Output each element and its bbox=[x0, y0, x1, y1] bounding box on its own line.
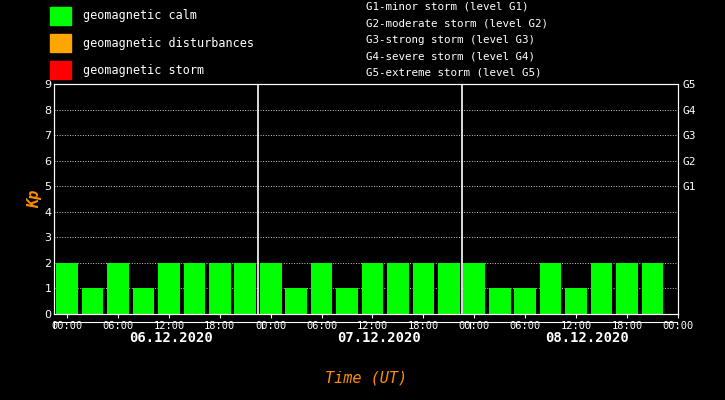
Bar bbox=[489, 288, 510, 314]
Bar bbox=[438, 263, 460, 314]
Bar bbox=[387, 263, 409, 314]
Bar bbox=[82, 288, 104, 314]
Bar bbox=[50, 34, 70, 52]
Bar bbox=[260, 263, 281, 314]
Text: geomagnetic storm: geomagnetic storm bbox=[83, 64, 204, 77]
Bar bbox=[133, 288, 154, 314]
Text: 07.12.2020: 07.12.2020 bbox=[337, 331, 421, 345]
Bar bbox=[234, 263, 256, 314]
Bar bbox=[362, 263, 384, 314]
Bar bbox=[591, 263, 613, 314]
Text: G1-minor storm (level G1): G1-minor storm (level G1) bbox=[366, 2, 529, 12]
Bar bbox=[463, 263, 485, 314]
Text: G2-moderate storm (level G2): G2-moderate storm (level G2) bbox=[366, 18, 548, 28]
Text: geomagnetic disturbances: geomagnetic disturbances bbox=[83, 36, 254, 50]
Bar bbox=[57, 263, 78, 314]
Bar bbox=[107, 263, 129, 314]
Bar bbox=[158, 263, 180, 314]
Bar bbox=[616, 263, 638, 314]
Bar bbox=[566, 288, 587, 314]
Bar bbox=[286, 288, 307, 314]
Bar bbox=[540, 263, 561, 314]
Bar bbox=[311, 263, 332, 314]
Text: G5-extreme storm (level G5): G5-extreme storm (level G5) bbox=[366, 68, 542, 78]
Bar bbox=[50, 61, 70, 79]
Bar bbox=[336, 288, 358, 314]
Text: 06.12.2020: 06.12.2020 bbox=[129, 331, 213, 345]
Text: G4-severe storm (level G4): G4-severe storm (level G4) bbox=[366, 51, 535, 61]
Bar bbox=[514, 288, 536, 314]
Bar bbox=[209, 263, 231, 314]
Bar bbox=[50, 7, 70, 25]
Bar bbox=[183, 263, 205, 314]
Text: G3-strong storm (level G3): G3-strong storm (level G3) bbox=[366, 35, 535, 45]
Bar bbox=[413, 263, 434, 314]
Text: geomagnetic calm: geomagnetic calm bbox=[83, 9, 197, 22]
Text: Time (UT): Time (UT) bbox=[325, 370, 407, 386]
Y-axis label: Kp: Kp bbox=[27, 190, 42, 208]
Bar bbox=[642, 263, 663, 314]
Text: 08.12.2020: 08.12.2020 bbox=[545, 331, 629, 345]
